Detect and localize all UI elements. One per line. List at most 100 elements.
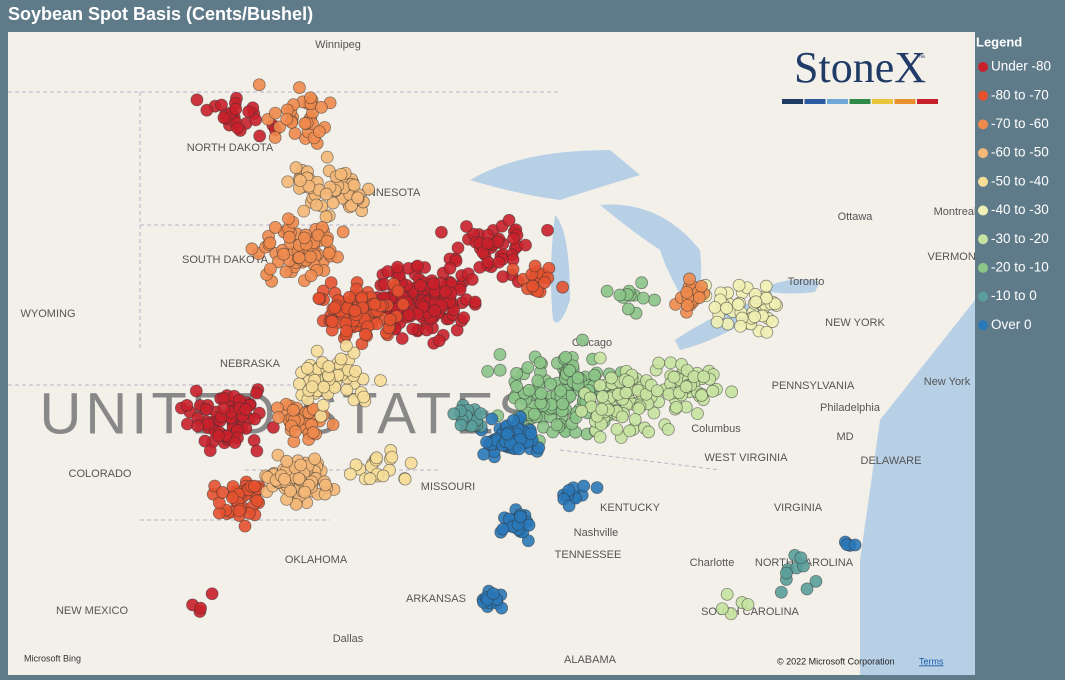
land [8, 32, 975, 675]
lake-ontario [770, 279, 820, 294]
location-point [588, 368, 601, 382]
location-point [284, 484, 297, 498]
map-label: NEW MEXICO [56, 605, 129, 617]
location-point [760, 325, 774, 339]
map-label: WYOMING [21, 308, 76, 320]
location-point [538, 276, 552, 289]
lake-superior [470, 150, 640, 200]
legend-label: -80 to -70 [991, 87, 1049, 102]
location-point [680, 285, 694, 299]
location-point [308, 452, 322, 466]
location-point [368, 297, 382, 311]
map-label: DELAWARE [861, 455, 922, 467]
location-point [349, 458, 363, 472]
location-point [533, 356, 547, 369]
location-point [615, 410, 629, 424]
terms-link[interactable]: Terms [919, 656, 944, 666]
location-point [357, 390, 371, 404]
location-point [250, 386, 263, 400]
location-point [562, 499, 576, 513]
location-point [322, 246, 336, 260]
location-point [263, 236, 277, 250]
location-point [411, 259, 424, 273]
legend-swatch [978, 291, 988, 302]
legend-label: Over 0 [991, 317, 1032, 332]
location-point [198, 434, 212, 448]
location-point [706, 384, 720, 398]
location-point [225, 491, 239, 505]
location-point [362, 182, 375, 196]
location-point [268, 106, 282, 120]
location-point [304, 269, 318, 283]
location-point [648, 293, 661, 307]
map-label: NEW YORK [825, 317, 885, 329]
location-point [710, 315, 724, 329]
location-point [759, 279, 773, 293]
location-point [725, 385, 739, 399]
location-point [298, 116, 312, 130]
location-point [708, 301, 722, 314]
location-point [247, 434, 261, 447]
location-point [524, 427, 538, 441]
location-point [245, 242, 259, 256]
legend-swatch [978, 234, 988, 245]
location-point [319, 187, 333, 201]
location-point [298, 231, 311, 245]
location-point [683, 272, 696, 286]
location-point [485, 412, 499, 426]
location-point [203, 444, 217, 458]
location-point [250, 444, 264, 458]
location-point [228, 436, 242, 450]
legend-swatch [978, 119, 988, 130]
location-point [212, 429, 225, 443]
location-point [510, 379, 523, 393]
legend-swatch [978, 262, 988, 273]
location-point [217, 402, 231, 415]
map-label: NORTH DAKOTA [187, 142, 274, 154]
location-point [664, 356, 677, 370]
logo-stripe [894, 99, 916, 104]
location-point [347, 178, 361, 192]
location-point [481, 237, 495, 250]
location-point [794, 551, 808, 565]
location-point [370, 451, 384, 465]
map-label: Winnipeg [315, 39, 361, 51]
location-point [325, 315, 339, 328]
legend-swatch [978, 320, 988, 331]
location-point [194, 601, 207, 615]
location-point [779, 566, 793, 580]
location-point [280, 454, 294, 468]
location-point [593, 379, 607, 392]
location-point [715, 602, 729, 616]
location-point [527, 407, 541, 421]
location-point [652, 356, 666, 370]
location-point [596, 390, 609, 404]
map-label: Toronto [788, 276, 825, 288]
location-point [595, 402, 609, 416]
location-point [277, 247, 291, 261]
location-point [695, 389, 708, 402]
map-label: KENTUCKY [600, 502, 661, 514]
location-point [563, 364, 577, 377]
location-point [619, 386, 633, 400]
location-point [312, 291, 326, 305]
location-point [263, 262, 277, 276]
location-point [396, 298, 410, 311]
map-label: SOUTH DAKOTA [182, 254, 269, 266]
location-point [351, 191, 365, 205]
location-point [314, 100, 328, 114]
location-point [691, 407, 704, 421]
location-point [628, 413, 642, 426]
location-point [468, 295, 482, 309]
logo-stripe [849, 99, 871, 104]
location-point [349, 364, 362, 378]
map-label: Dallas [333, 633, 364, 645]
location-point [610, 422, 624, 436]
location-point [541, 223, 554, 237]
location-point [650, 384, 664, 398]
map-label: NEBRASKA [220, 358, 281, 370]
location-point [720, 587, 734, 601]
location-point [398, 472, 412, 486]
location-point [621, 302, 635, 316]
location-point [697, 370, 711, 384]
